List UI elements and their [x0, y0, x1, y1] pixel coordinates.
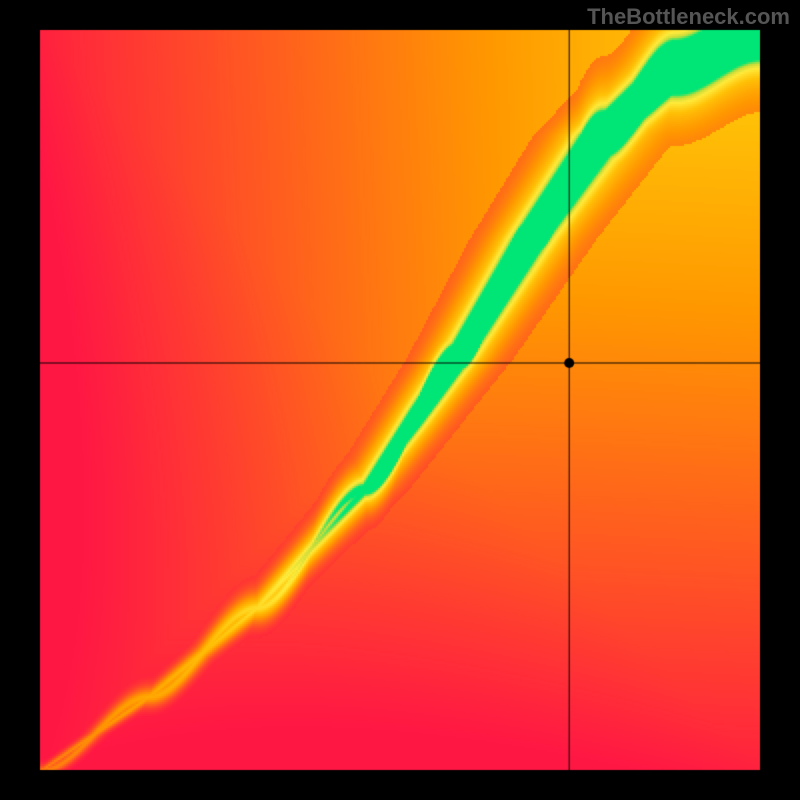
attribution-text: TheBottleneck.com: [587, 4, 790, 30]
chart-container: TheBottleneck.com: [0, 0, 800, 800]
bottleneck-heatmap: [0, 0, 800, 800]
